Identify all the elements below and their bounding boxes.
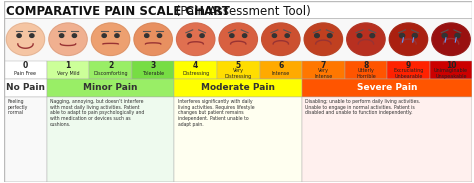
Bar — [260, 61, 302, 79]
Circle shape — [72, 34, 76, 38]
Text: Pain Free: Pain Free — [15, 71, 36, 76]
Text: 6: 6 — [278, 61, 283, 70]
Text: Interferes significantly with daily
living activities. Requires lifestyle
change: Interferes significantly with daily livi… — [178, 99, 255, 127]
Text: 7: 7 — [321, 61, 326, 70]
Circle shape — [115, 34, 119, 38]
Text: Distressing: Distressing — [182, 71, 210, 76]
Text: Intense: Intense — [272, 71, 290, 76]
Text: 5: 5 — [236, 61, 241, 70]
Text: No Pain: No Pain — [6, 83, 45, 92]
Text: COMPARATIVE PAIN SCALE CHART: COMPARATIVE PAIN SCALE CHART — [6, 5, 230, 18]
Bar — [430, 61, 472, 79]
Text: 9: 9 — [406, 61, 411, 70]
Circle shape — [285, 34, 289, 38]
Text: 4: 4 — [193, 61, 198, 70]
Text: Moderate Pain: Moderate Pain — [201, 83, 275, 92]
Bar — [302, 61, 345, 79]
Circle shape — [200, 34, 204, 38]
Text: Disabling; unable to perform daily living activities.
Unable to engage in normal: Disabling; unable to perform daily livin… — [305, 99, 421, 115]
Bar — [4, 61, 47, 79]
Bar — [174, 97, 302, 182]
Bar — [345, 61, 387, 79]
Circle shape — [91, 23, 130, 55]
Text: 3: 3 — [151, 61, 156, 70]
Circle shape — [187, 34, 191, 38]
Circle shape — [230, 34, 234, 38]
Circle shape — [304, 23, 343, 55]
Text: Tolerable: Tolerable — [142, 71, 164, 76]
Bar — [302, 79, 472, 97]
Circle shape — [389, 23, 428, 55]
Circle shape — [102, 34, 106, 38]
Circle shape — [17, 34, 21, 38]
Circle shape — [442, 33, 447, 38]
Bar — [47, 79, 174, 97]
Bar — [174, 61, 217, 79]
Circle shape — [347, 23, 385, 55]
Bar — [217, 61, 260, 79]
Circle shape — [455, 33, 460, 38]
Circle shape — [219, 23, 257, 55]
Text: Excruciating
Unbearable: Excruciating Unbearable — [393, 68, 424, 79]
Text: Very Mild: Very Mild — [57, 71, 79, 76]
Bar — [4, 79, 47, 97]
Circle shape — [30, 34, 34, 38]
Bar — [4, 97, 47, 182]
Circle shape — [272, 34, 276, 38]
Circle shape — [176, 23, 215, 55]
Circle shape — [157, 34, 162, 38]
Text: 8: 8 — [363, 61, 369, 70]
Bar — [302, 97, 472, 182]
Circle shape — [400, 33, 405, 38]
Text: 1: 1 — [65, 61, 71, 70]
Bar — [132, 61, 174, 79]
Text: Very
Intense: Very Intense — [314, 68, 332, 79]
Text: Very
Distressing: Very Distressing — [225, 68, 252, 79]
Circle shape — [328, 34, 332, 38]
Circle shape — [60, 34, 64, 38]
Circle shape — [315, 34, 319, 38]
Text: Discomforting: Discomforting — [93, 71, 128, 76]
Bar — [4, 18, 472, 61]
Text: 10: 10 — [446, 61, 456, 70]
Circle shape — [6, 23, 45, 55]
Circle shape — [243, 34, 247, 38]
Text: (Pain Assessment Tool): (Pain Assessment Tool) — [172, 5, 311, 18]
Circle shape — [370, 34, 374, 38]
Circle shape — [145, 34, 149, 38]
Text: Minor Pain: Minor Pain — [83, 83, 138, 92]
Circle shape — [134, 23, 172, 55]
Circle shape — [49, 23, 87, 55]
Text: Feeling
perfectly
normal: Feeling perfectly normal — [8, 99, 28, 115]
Bar — [47, 97, 174, 182]
Text: 2: 2 — [108, 61, 113, 70]
Bar — [47, 61, 89, 79]
Text: Unimaginable
Unspeakable: Unimaginable Unspeakable — [434, 68, 468, 79]
Text: Severe Pain: Severe Pain — [357, 83, 418, 92]
Circle shape — [262, 23, 300, 55]
Circle shape — [432, 23, 470, 55]
Text: 0: 0 — [23, 61, 28, 70]
Bar — [89, 61, 132, 79]
Bar — [387, 61, 430, 79]
Text: Utterly
Horrible: Utterly Horrible — [356, 68, 376, 79]
Bar — [174, 79, 302, 97]
Circle shape — [357, 34, 362, 38]
Text: Nagging, annoying, but doesn’t interfere
with most daily living activities. Pati: Nagging, annoying, but doesn’t interfere… — [50, 99, 145, 127]
Circle shape — [412, 33, 418, 38]
